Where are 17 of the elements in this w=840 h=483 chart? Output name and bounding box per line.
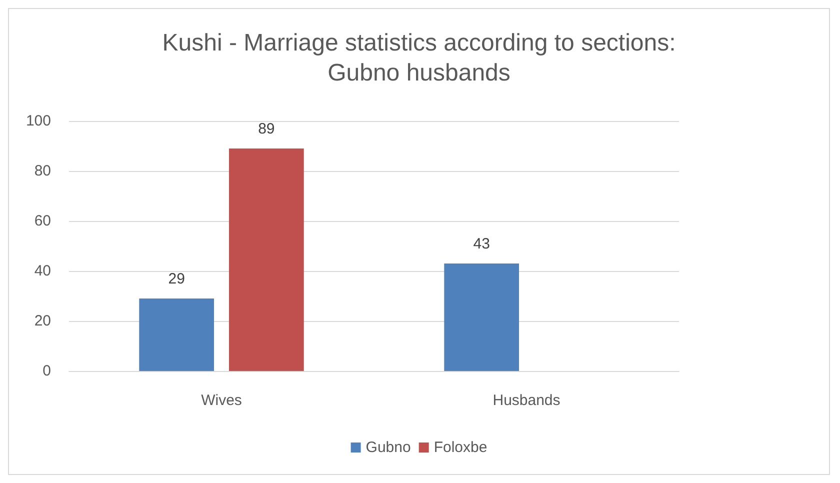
chart-title: Kushi - Marriage statistics according to sections: Gubno husbands — [162, 30, 676, 86]
y-tick-label: 40 — [34, 262, 51, 280]
data-label: 89 — [258, 120, 275, 138]
y-tick-label: 0 — [42, 362, 51, 380]
data-label: 29 — [168, 270, 185, 288]
data-label: 43 — [473, 236, 490, 252]
x-tick-label: Wives — [201, 392, 242, 409]
y-tick-label: 20 — [34, 312, 51, 330]
bar — [444, 264, 520, 371]
legend-label: Foloxbe — [434, 439, 488, 456]
y-tick-label: 100 — [26, 112, 51, 130]
legend-label: Gubno — [366, 439, 411, 456]
y-tick-label: 60 — [34, 212, 51, 230]
x-tick-label: Husbands — [492, 392, 560, 409]
bar — [139, 298, 214, 371]
bar — [228, 148, 304, 371]
y-tick-label: 80 — [34, 162, 51, 180]
